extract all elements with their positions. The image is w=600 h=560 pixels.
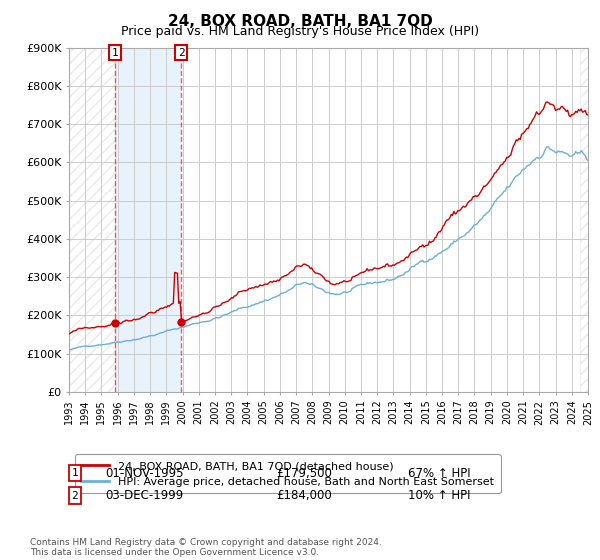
Text: Contains HM Land Registry data © Crown copyright and database right 2024.
This d: Contains HM Land Registry data © Crown c… <box>30 538 382 557</box>
Text: 03-DEC-1999: 03-DEC-1999 <box>105 489 183 502</box>
Text: 24, BOX ROAD, BATH, BA1 7QD: 24, BOX ROAD, BATH, BA1 7QD <box>167 14 433 29</box>
Bar <box>69 48 115 392</box>
Text: 2: 2 <box>178 48 185 58</box>
Text: 01-NOV-1995: 01-NOV-1995 <box>105 466 184 480</box>
Text: £179,500: £179,500 <box>276 466 332 480</box>
Bar <box>580 48 588 392</box>
Bar <box>69 48 115 392</box>
Text: 1: 1 <box>112 48 118 58</box>
Legend: 24, BOX ROAD, BATH, BA1 7QD (detached house), HPI: Average price, detached house: 24, BOX ROAD, BATH, BA1 7QD (detached ho… <box>74 454 500 493</box>
Text: 10% ↑ HPI: 10% ↑ HPI <box>408 489 470 502</box>
Bar <box>580 48 588 392</box>
Bar <box>115 48 181 392</box>
Text: Price paid vs. HM Land Registry's House Price Index (HPI): Price paid vs. HM Land Registry's House … <box>121 25 479 38</box>
Text: £184,000: £184,000 <box>276 489 332 502</box>
Text: 67% ↑ HPI: 67% ↑ HPI <box>408 466 470 480</box>
Text: 2: 2 <box>71 491 79 501</box>
Text: 1: 1 <box>71 468 79 478</box>
